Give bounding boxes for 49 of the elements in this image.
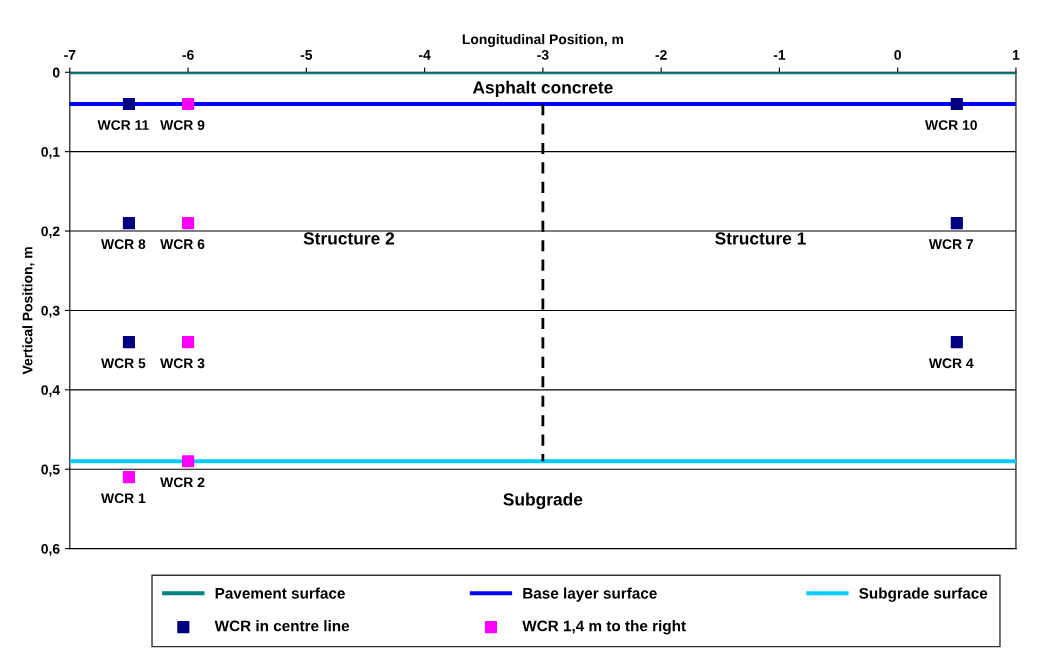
y-tick-label: 0,2 [41, 226, 60, 239]
x-tick-label: -7 [64, 50, 76, 60]
y-axis-title: Vertical Position, m [22, 247, 35, 375]
annotation: Asphalt concrete [472, 80, 613, 98]
annotation: WCR 10 [925, 120, 977, 130]
point [182, 336, 195, 349]
point [122, 217, 136, 230]
point [950, 97, 963, 111]
annotation: WCR 2 [160, 477, 205, 488]
point [950, 217, 963, 230]
x-tick-label: -2 [655, 49, 667, 60]
y-tick-label: 0,4 [41, 385, 61, 397]
y-tick-label: 0,3 [41, 305, 60, 318]
x-axis-title: Longitudinal Position, m [462, 33, 624, 47]
y-tick-label: 0,5 [41, 464, 60, 477]
point [122, 97, 136, 111]
x-tick-label: 1 [1012, 50, 1020, 60]
annotation: Structure 2 [303, 232, 395, 245]
legend-label: WCR in centre line [214, 620, 350, 632]
point [122, 336, 136, 349]
annotation: WCR 7 [928, 239, 974, 250]
x-tick-label: -4 [418, 50, 431, 60]
annotation: Subgrade [503, 492, 583, 510]
point [950, 336, 963, 349]
annotation: Structure 1 [715, 232, 806, 245]
point [182, 97, 195, 111]
annotation: WCR 3 [160, 358, 205, 369]
point [182, 217, 195, 230]
annotation: WCR 6 [160, 239, 205, 250]
annotation: WCR 4 [928, 358, 974, 369]
x-tick-label: -1 [773, 50, 786, 60]
y-tick-label: 0,1 [41, 146, 60, 159]
point [182, 455, 195, 468]
annotation: WCR 9 [160, 120, 205, 130]
annotation: WCR 5 [101, 358, 146, 369]
x-tick-label: -6 [182, 49, 194, 60]
x-tick-label: -3 [537, 49, 549, 60]
y-tick-label: 0,6 [41, 543, 60, 556]
legend-label: Pavement surface [215, 587, 345, 599]
legend-label: WCR 1,4 m to the right [522, 620, 686, 635]
legend-label: Base layer surface [523, 587, 657, 602]
annotation: WCR 8 [101, 239, 146, 250]
annotation: WCR 11 [97, 120, 149, 130]
legend-label: Subgrade surface [859, 587, 988, 602]
point [122, 471, 136, 484]
x-tick-label: 0 [894, 49, 901, 60]
x-tick-label: -5 [300, 50, 313, 60]
annotation: WCR 1 [101, 493, 146, 504]
y-tick-label: 0 [52, 67, 60, 78]
